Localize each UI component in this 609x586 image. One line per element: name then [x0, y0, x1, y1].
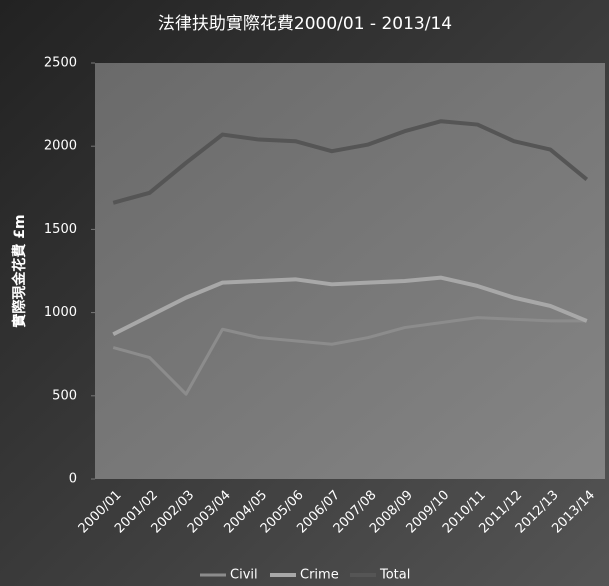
y-tick-label: 2500	[44, 56, 77, 71]
y-tick-label: 500	[52, 388, 77, 403]
y-tick-label: 2000	[44, 139, 77, 154]
line-series	[112, 275, 588, 337]
y-tick-label: 0	[69, 472, 77, 487]
chart-title: 法律扶助實際花費2000/01 - 2013/14	[158, 14, 452, 34]
plot-area	[95, 63, 605, 479]
legend-label: Total	[379, 568, 410, 583]
y-tick-label: 1000	[44, 305, 77, 320]
y-tick-label: 1500	[44, 222, 77, 237]
y-axis-label: 實際現金花費 £m	[11, 214, 28, 327]
legend-label: Civil	[230, 568, 258, 583]
line-series	[112, 316, 587, 396]
legend-label: Crime	[300, 568, 339, 583]
line-series	[112, 119, 589, 205]
